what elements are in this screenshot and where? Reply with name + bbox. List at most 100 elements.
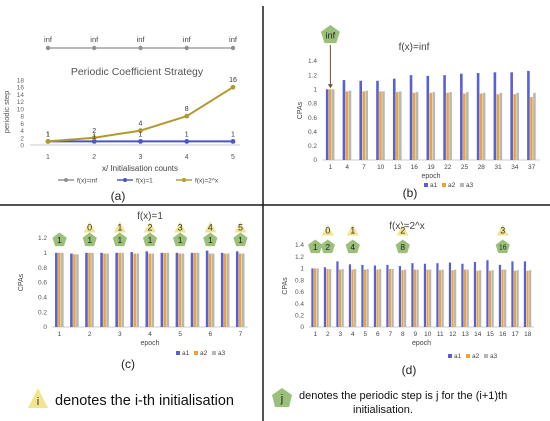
f-x-2-pow-x-series-point [230,84,236,90]
y-tick-label: 1.4 [295,242,304,249]
hexagon-marker-icon [112,232,127,247]
y-tick-label: 2 [20,135,24,142]
inf-series-point [184,45,189,51]
hexagon-marker-icon [308,239,323,254]
inf-point-label: inf [90,35,99,44]
bar-a1 [426,75,430,160]
bar-a1 [311,268,314,327]
bar-a3 [226,253,230,327]
x-tick-label: 13 [394,164,402,171]
legend-swatch [448,354,452,358]
bar-a1 [392,78,396,160]
inf-point-label: inf [44,35,53,44]
f-x-2-pow-x-series-point [45,138,51,144]
bar-a3 [151,253,155,327]
legend-swatch-point [123,178,127,182]
bar-a2 [363,269,367,327]
bar-a3 [504,269,507,327]
triangle-marker-icon [174,221,187,233]
triangle-marker-icon [321,224,334,236]
triangle-marker-label: 5 [238,223,243,233]
x-tick-label: 10 [424,331,432,338]
x-tick-label: 25 [461,164,469,171]
y-tick-label: 0.2 [38,309,47,316]
bar-a2 [426,269,429,327]
legend-entry: a2 [448,182,456,189]
bar-a3 [211,253,215,327]
triangle-marker-icon [113,221,126,233]
bar-a3 [316,268,319,327]
y-axis-label: CPAs [297,101,304,119]
legend-swatch [460,183,464,187]
y-tick-label: 0.4 [308,129,317,136]
bar-a2 [88,252,91,327]
pow-point-label: 16 [229,77,237,84]
bar-a1 [423,263,427,327]
triangle-marker-icon [83,221,96,233]
y-tick-label: 8 [20,114,24,121]
x-tick-label: 17 [512,331,520,338]
x-tick-label: 9 [413,331,417,338]
panel-d-letter: (d) [402,363,417,377]
hexagon-marker-symbol: j [280,393,283,405]
y-tick-label: 4 [20,128,24,135]
triangle-marker-icon [346,224,359,236]
y-tick-label: 18 [17,78,25,85]
bar-a2 [208,253,212,327]
hexagon-marker-icon [320,25,340,44]
pow-point-label: 8 [185,106,189,113]
y-axis-label: CPAs [18,273,25,291]
x-tick-label: 31 [494,164,502,171]
x-tick-label: 4 [148,331,152,338]
bar-a1 [323,267,327,327]
bar-a2 [351,269,354,327]
bar-a2 [488,270,492,327]
y-tick-label: 1.2 [295,254,304,261]
f-x-2-pow-x-series-point [138,128,143,133]
x-tick-label: 34 [511,164,519,171]
y-tick-label: 0.2 [308,143,317,150]
triangle-marker-icon [144,221,156,233]
inf-point-label: inf [137,35,146,44]
bar-a1 [448,262,452,327]
legend-entry: a3 [466,182,474,189]
y-tick-label: 0.4 [295,301,304,308]
one-point-label: 1 [92,133,96,140]
x-tick-label: 37 [528,164,536,171]
one-point-label: 1 [46,131,50,138]
bar-a3 [466,269,469,327]
one-point-label: 1 [185,131,189,138]
hexagon-marker-label: 8 [400,242,405,252]
x-tick-label: 15 [487,331,495,338]
x-tick-label: 7 [388,331,392,338]
triangle-marker-icon [204,221,217,233]
bar-a1 [386,264,389,327]
hexagon-marker-icon [82,232,97,247]
hexagon-marker-icon [345,239,360,254]
bar-a2 [451,270,454,327]
y-tick-label: 0.6 [38,280,47,287]
hexagon-marker-icon [233,232,248,247]
bar-a1 [85,252,88,327]
bar-a1 [510,72,513,160]
bar-a1 [373,265,377,327]
y-tick-label: 1.4 [308,58,317,65]
bar-a1 [70,253,73,327]
y-tick-label: 0 [300,324,304,331]
x-tick-label: 2 [88,331,92,338]
pow-point-label: 2 [92,128,96,135]
y-tick-label: 1.2 [38,235,47,242]
hexagon-legend-text-line2: initialisation. [353,404,413,416]
bar-a2 [238,253,242,327]
y-tick-label: 0.8 [295,277,304,284]
bar-a1 [461,263,464,327]
bar-a2 [328,89,332,160]
triangle-marker-icon [28,388,48,408]
panel-b-letter: (b) [403,186,418,200]
x-tick-label: 16 [411,164,419,171]
x-tick-label: 2 [326,331,330,338]
bar-a3 [516,92,519,160]
hexagon-legend-text-line1: denotes the periodic step is j for the (… [299,390,507,402]
hexagon-marker-label: 2 [325,242,330,252]
triangle-marker-symbol: i [37,396,39,408]
